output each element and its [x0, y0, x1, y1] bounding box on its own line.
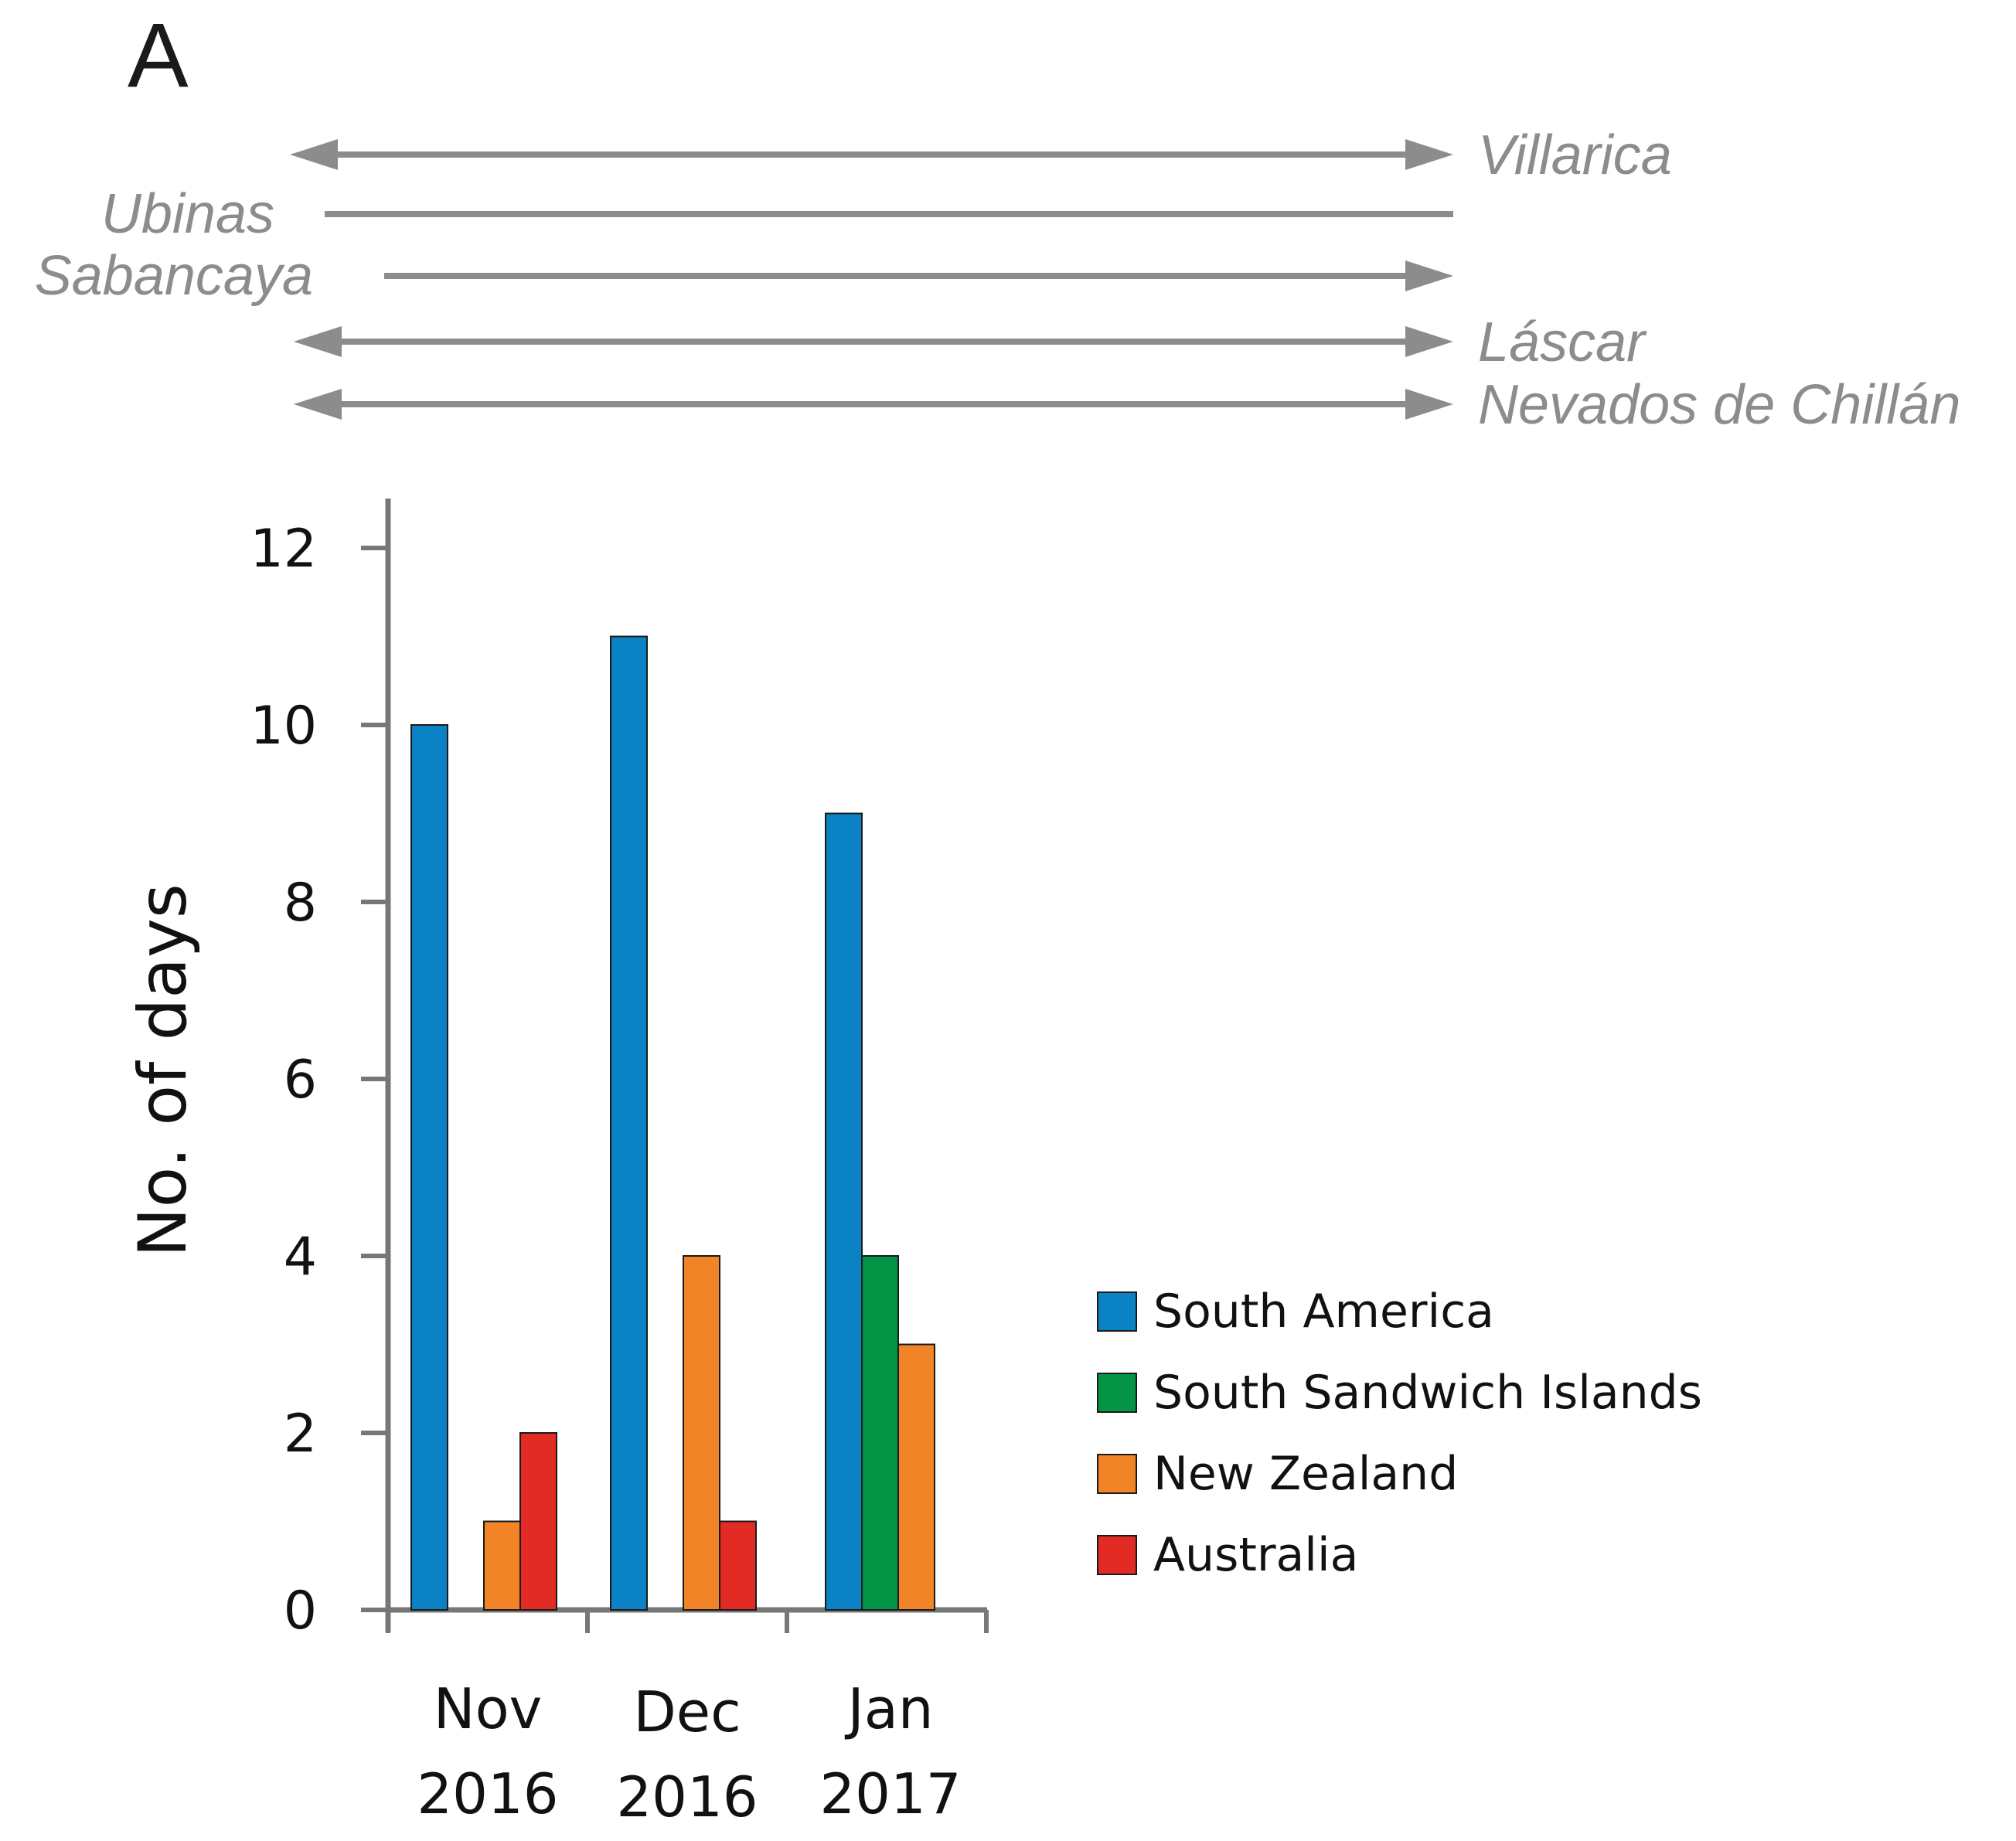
- bar-chart: No. of days 0 2 4 6 8 10 12 Nov 2016 Dec 2016 Jan 20…: [124, 499, 989, 1829]
- arrowhead-left-icon: [294, 326, 342, 357]
- x-category-year: 2017: [819, 1761, 961, 1826]
- bar-south-america-dec-2016: [610, 635, 648, 1611]
- bar-south-america-jan-2017: [825, 812, 863, 1611]
- bar-new-zealand-nov-2016: [483, 1520, 521, 1611]
- bar-australia-dec-2016: [719, 1520, 757, 1611]
- x-category-month: Nov: [434, 1676, 543, 1741]
- volcano-label-nevados-de-chillan: Nevados de Chillán: [1478, 374, 1960, 436]
- volcano-label-sabancaya: Sabancaya: [35, 245, 313, 307]
- arrowhead-right-icon: [1405, 326, 1453, 357]
- y-tick-label: 6: [284, 1050, 317, 1111]
- legend-swatch-australia: [1097, 1535, 1137, 1575]
- panel-label: A: [128, 5, 189, 107]
- x-category-month: Jan: [845, 1676, 934, 1741]
- y-tick-label: 10: [250, 696, 317, 757]
- arrowhead-right-icon: [1405, 389, 1453, 420]
- y-axis-label: No. of days: [124, 883, 202, 1257]
- arrowhead-right-icon: [1405, 260, 1453, 291]
- y-tick-label: 2: [284, 1404, 317, 1465]
- legend-swatch-south-sandwich-islands: [1097, 1373, 1137, 1413]
- bar-new-zealand-dec-2016: [683, 1255, 720, 1611]
- legend-label-south-america: South America: [1153, 1285, 1494, 1339]
- x-category-year: 2016: [417, 1761, 558, 1826]
- legend-swatch-new-zealand: [1097, 1454, 1137, 1494]
- volcano-label-villarica: Villarica: [1478, 124, 1672, 186]
- volcano-label-ubinas: Ubinas: [101, 183, 274, 245]
- x-category-year: 2016: [616, 1764, 758, 1829]
- bar-new-zealand-jan-2017: [897, 1343, 935, 1611]
- y-tick-label: 0: [284, 1581, 317, 1642]
- bar-south-sandwich-islands-jan-2017: [861, 1255, 899, 1611]
- y-tick-label: 4: [284, 1227, 317, 1288]
- arrowhead-left-icon: [290, 139, 338, 170]
- y-tick-label: 8: [284, 873, 317, 934]
- legend-label-south-sandwich-islands: South Sandwich Islands: [1153, 1366, 1702, 1420]
- arrowhead-right-icon: [1405, 139, 1453, 170]
- bar-south-america-nov-2016: [410, 724, 448, 1611]
- legend-label-new-zealand: New Zealand: [1153, 1447, 1458, 1501]
- x-category-month: Dec: [633, 1679, 741, 1744]
- legend-label-australia: Australia: [1153, 1528, 1358, 1582]
- volcano-label-lascar: Láscar: [1478, 311, 1647, 373]
- bar-australia-nov-2016: [519, 1432, 557, 1611]
- y-tick-label: 12: [250, 519, 317, 580]
- legend-swatch-south-america: [1097, 1291, 1137, 1332]
- arrowhead-left-icon: [294, 389, 342, 420]
- chart-legend: South America South Sandwich Islands New Z…: [1097, 1285, 1702, 1582]
